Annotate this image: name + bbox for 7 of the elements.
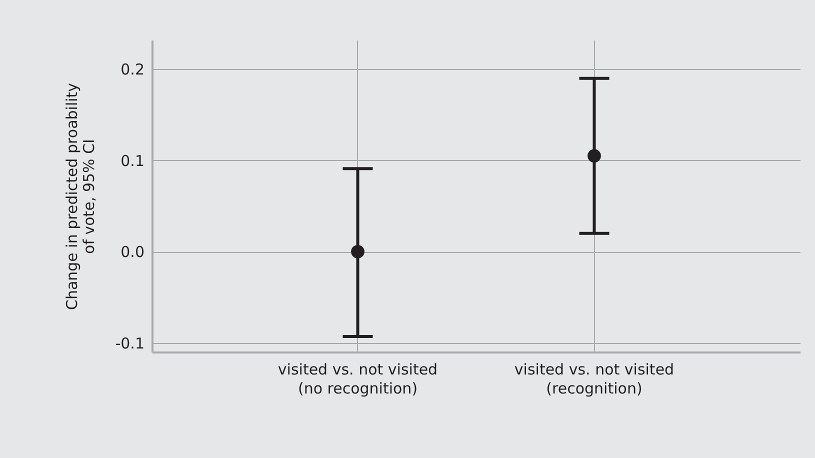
x-tick-label: visited vs. not visited (no recognition) bbox=[278, 360, 438, 398]
y-tick-label: 0.1 bbox=[120, 152, 144, 170]
x-tick-label: visited vs. not visited (recognition) bbox=[514, 360, 674, 398]
y-tick-label: 0.0 bbox=[120, 243, 144, 262]
y-tick-label: -0.1 bbox=[115, 334, 144, 352]
y-axis-title: Change in predicted proability of vote, 95% CI bbox=[63, 82, 98, 310]
y-tick-label: 0.2 bbox=[120, 60, 144, 79]
